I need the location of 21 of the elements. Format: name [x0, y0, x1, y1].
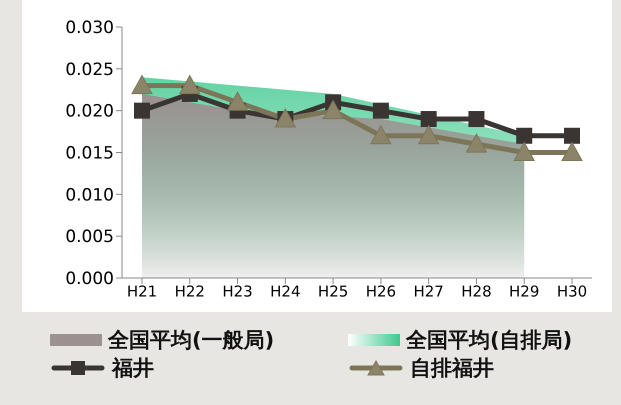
legend-label: 全国平均(一般局) [108, 327, 274, 354]
x-tick-label: H28 [461, 282, 492, 301]
legend-label: 福井 [112, 355, 154, 382]
y-tick-label: 0.020 [65, 102, 114, 122]
x-tick-label: H22 [174, 282, 205, 301]
x-tick-label: H25 [318, 282, 348, 301]
x-tick-label: H27 [413, 282, 444, 301]
y-tick-label: 0.005 [65, 227, 114, 248]
y-tick-label: 0.010 [65, 185, 114, 206]
y-tick-label: 0.025 [65, 60, 114, 80]
legend-label: 全国平均(自排局) [406, 327, 572, 354]
x-tick-label: H26 [366, 282, 396, 301]
x-tick-label: H30 [556, 282, 588, 301]
x-tick-label: H24 [270, 282, 301, 301]
y-tick-label: 0.015 [65, 144, 114, 164]
x-tick-label: H29 [509, 282, 540, 301]
y-tick-label: 0.030 [65, 18, 114, 38]
x-tick-label: H23 [222, 282, 253, 301]
legend-label: 自排福井 [410, 355, 494, 382]
x-tick-label: H21 [126, 282, 158, 301]
y-tick-label: 0.000 [65, 269, 114, 290]
